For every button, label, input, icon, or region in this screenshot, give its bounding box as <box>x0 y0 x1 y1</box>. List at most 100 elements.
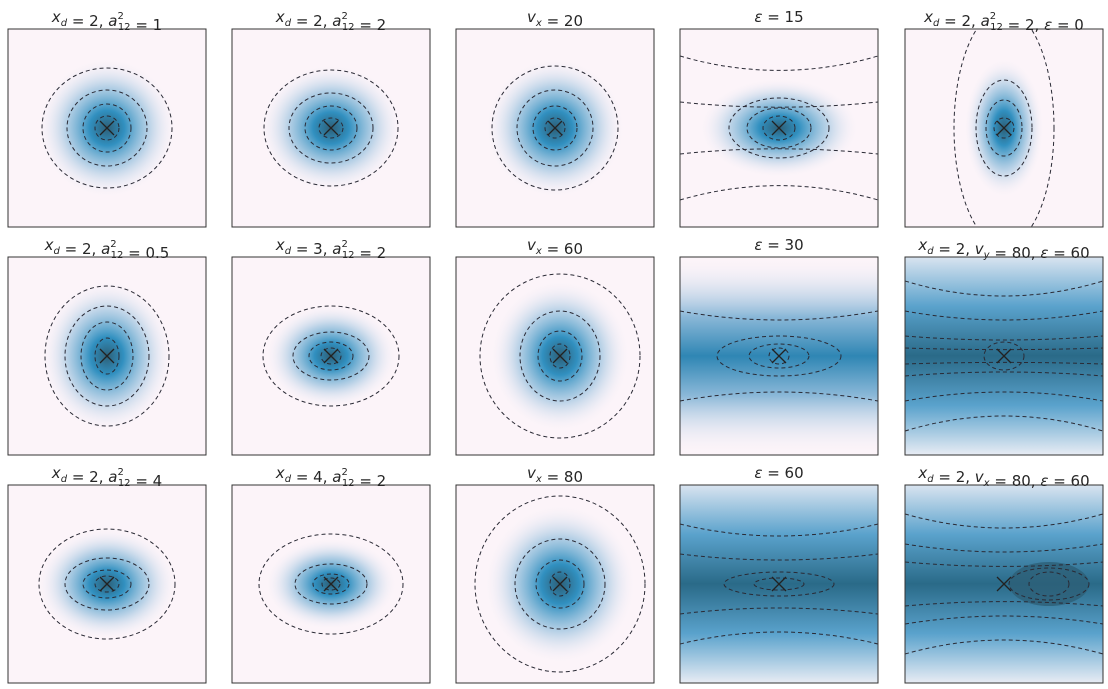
title-sub: 12 <box>342 22 355 33</box>
frame <box>904 256 1104 456</box>
contour <box>905 513 1103 529</box>
marker <box>771 348 787 364</box>
title-text: = 4 <box>131 472 163 490</box>
contour <box>82 569 132 599</box>
panel: xd = 2, a2 12 = 2, ε = 0 <box>904 8 1104 228</box>
title-text: = 2 <box>355 16 387 34</box>
contour <box>905 615 1103 625</box>
contour <box>292 331 370 381</box>
title-sup: 2 <box>110 239 116 250</box>
title-var: ε <box>1040 244 1048 262</box>
title-sub: d <box>285 18 292 29</box>
marker <box>996 120 1012 136</box>
title-sub: d <box>927 246 934 257</box>
title-var: x <box>917 236 927 254</box>
contour <box>312 573 350 595</box>
panel: xd = 2, vx = 80, ε = 60 <box>904 464 1104 684</box>
title-text: = 60 <box>1048 472 1089 490</box>
title-sub: d <box>285 246 292 257</box>
panel: vx = 80 <box>455 464 655 684</box>
contour <box>680 631 878 645</box>
contour <box>519 310 601 402</box>
contour <box>82 103 132 153</box>
frame <box>455 484 655 684</box>
heatmap <box>905 29 1103 227</box>
title-var: a <box>981 12 990 30</box>
contour <box>262 305 400 407</box>
title-var: v <box>527 464 537 482</box>
frame <box>679 256 879 456</box>
contour <box>905 391 1103 402</box>
panel-title: ε = 60 <box>754 464 803 482</box>
contour <box>41 67 173 189</box>
contour <box>258 533 404 635</box>
panel-title: ε = 15 <box>754 8 803 26</box>
contour <box>516 89 594 167</box>
panel-title: vx = 20 <box>527 8 583 30</box>
title-sup: 2 <box>990 11 996 22</box>
contour <box>66 89 148 167</box>
marker <box>99 348 115 364</box>
title-var: v <box>527 236 537 254</box>
contour <box>532 105 578 151</box>
title-text: = 80, <box>990 472 1041 490</box>
panel: xd = 2, a2 12 = 0.5 <box>7 236 207 456</box>
title-text: = 2, <box>67 12 108 30</box>
heatmap <box>456 257 654 455</box>
frame <box>455 256 655 456</box>
heatmap <box>232 29 430 227</box>
marker <box>771 120 787 136</box>
contour <box>94 337 120 375</box>
title-var: x <box>275 236 285 254</box>
marker <box>996 348 1012 364</box>
panel: xd = 2, a2 12 = 4 <box>7 464 207 684</box>
title-text: = 0.5 <box>123 244 169 262</box>
contour <box>294 563 368 605</box>
contour <box>680 148 878 155</box>
frame <box>455 28 655 228</box>
marker <box>771 576 787 592</box>
panel-title: vx = 80 <box>527 464 583 486</box>
title-sup: 2 <box>341 239 347 250</box>
title-text: = 1 <box>131 16 163 34</box>
contour <box>544 117 566 139</box>
panel-title: xd = 2, a2 12 = 4 <box>51 464 162 490</box>
contour <box>318 117 344 139</box>
marker <box>996 576 1012 592</box>
contour <box>263 69 399 187</box>
heatmap <box>905 485 1103 683</box>
title-var: ε <box>754 464 762 482</box>
heatmap <box>680 29 878 227</box>
contour <box>680 523 878 537</box>
title-var: ε <box>754 236 762 254</box>
frame <box>904 28 1104 228</box>
title-var: a <box>101 240 110 258</box>
title-var: x <box>275 464 285 482</box>
title-var: ε <box>1044 16 1052 34</box>
contour <box>537 330 583 382</box>
title-sub: y <box>983 250 991 261</box>
title-sup: 2 <box>341 11 347 22</box>
contour <box>535 559 585 609</box>
frame <box>7 484 207 684</box>
title-text: = 3, <box>291 240 332 258</box>
title-sup: 2 <box>117 467 123 478</box>
frame <box>904 484 1104 684</box>
contour <box>753 577 805 591</box>
frame <box>7 28 207 228</box>
contour <box>762 115 796 141</box>
panel: xd = 2, a2 12 = 1 <box>7 8 207 228</box>
contour <box>549 571 571 597</box>
contour <box>680 607 878 615</box>
panel-title: xd = 4, a2 12 = 2 <box>275 464 386 490</box>
contour <box>748 343 810 369</box>
contour <box>304 105 358 151</box>
title-text: = 60 <box>1048 244 1089 262</box>
contour <box>680 55 878 71</box>
frame <box>231 484 431 684</box>
contour <box>1008 567 1090 601</box>
panel-title: xd = 2, a2 12 = 0.5 <box>44 236 170 262</box>
contour <box>549 343 571 369</box>
marker <box>323 120 339 136</box>
panel: ε = 60 <box>679 464 879 684</box>
